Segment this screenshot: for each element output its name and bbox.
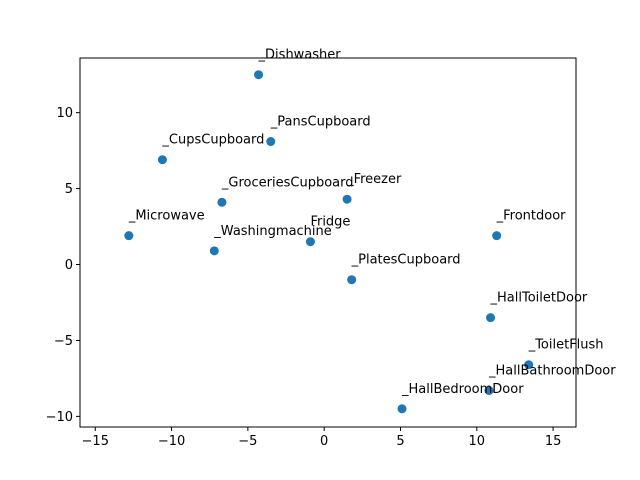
point-label: _Freezer [346,172,402,187]
point-label: _Washingmachine [213,224,331,239]
point-labels: _Dishwasher _PansCupboard _CupsCupboard _Gr… [128,48,616,397]
point-label: _Dishwasher [258,48,342,63]
data-point [124,231,134,241]
point-label: _GroceriesCupboard [221,175,354,190]
x-tick-label: −15 [82,434,109,449]
data-point [347,275,357,285]
data-point [524,360,534,370]
plot-points [124,70,534,414]
x-tick-label: 10 [469,434,486,449]
point-label: _HallBathroomDoor [488,364,616,379]
x-tick-label: 15 [545,434,562,449]
x-tick-label: 0 [320,434,328,449]
x-axis: −15 −10 −5 0 5 10 15 [82,427,562,449]
y-tick-label: 0 [65,258,73,273]
point-label: _Microwave [128,209,205,224]
y-tick-label: 10 [56,106,73,121]
point-label: Fridge [310,215,350,230]
y-axis: −10 −5 0 5 10 [46,106,80,425]
axes-frame [79,57,577,428]
y-tick-label: 5 [65,182,73,197]
y-tick-label: −5 [54,334,73,349]
x-tick-label: −5 [238,434,257,449]
y-tick-label: −10 [46,410,73,425]
data-point [209,246,219,256]
point-label: _HallBedroomDoor [401,382,524,397]
data-point [254,70,264,80]
data-point [492,231,502,241]
data-point [484,386,494,396]
point-label: _Frontdoor [496,209,567,224]
data-point [397,404,407,414]
data-point [157,155,167,165]
data-point [342,194,352,204]
point-label: _CupsCupboard [161,133,264,148]
data-point [486,313,496,323]
data-point [217,197,227,207]
data-point [266,137,276,147]
point-label: _HallToiletDoor [490,291,588,306]
point-label: _ToiletFlush [528,338,604,353]
point-label: _PlatesCupboard [351,253,461,268]
x-tick-label: −10 [158,434,185,449]
point-label: _PansCupboard [270,115,371,130]
data-point [305,237,315,247]
x-tick-label: 5 [396,434,404,449]
